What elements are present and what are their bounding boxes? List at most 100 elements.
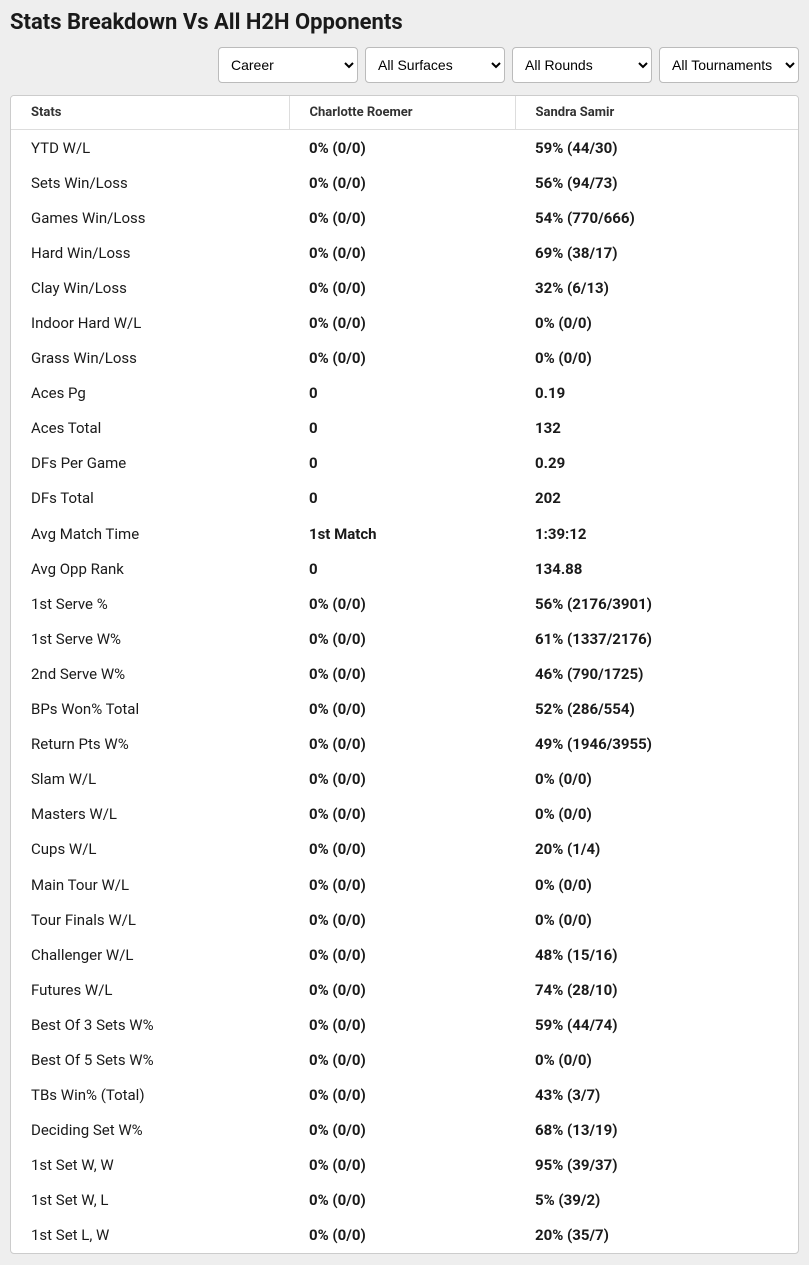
player2-value: 59% (44/30) [515, 130, 798, 166]
player2-value: 20% (1/4) [515, 832, 798, 867]
table-row: Masters W/L0% (0/0)0% (0/0) [11, 797, 798, 832]
stat-label: Aces Total [11, 411, 289, 446]
player2-value: 0.19 [515, 376, 798, 411]
player1-value: 0% (0/0) [289, 867, 515, 902]
table-row: Deciding Set W%0% (0/0)68% (13/19) [11, 1113, 798, 1148]
table-row: Return Pts W%0% (0/0)49% (1946/3955) [11, 727, 798, 762]
stat-label: Slam W/L [11, 762, 289, 797]
player2-value: 56% (94/73) [515, 165, 798, 200]
player2-value: 59% (44/74) [515, 1007, 798, 1042]
player1-value: 0% (0/0) [289, 305, 515, 340]
stat-label: Best Of 3 Sets W% [11, 1007, 289, 1042]
stats-card: Stats Charlotte Roemer Sandra Samir YTD … [10, 95, 799, 1254]
player2-value: 0% (0/0) [515, 305, 798, 340]
player1-value: 0 [289, 551, 515, 586]
table-row: 1st Serve W%0% (0/0)61% (1337/2176) [11, 621, 798, 656]
player1-value: 0% (0/0) [289, 1183, 515, 1218]
player1-value: 0% (0/0) [289, 341, 515, 376]
filter-rounds[interactable]: All Rounds [512, 47, 652, 83]
player2-value: 32% (6/13) [515, 270, 798, 305]
filters-row: Career All Surfaces All Rounds All Tourn… [10, 47, 799, 83]
stat-label: Games Win/Loss [11, 200, 289, 235]
stat-label: Deciding Set W% [11, 1113, 289, 1148]
player1-value: 0% (0/0) [289, 1007, 515, 1042]
player1-value: 0% (0/0) [289, 235, 515, 270]
player2-value: 49% (1946/3955) [515, 727, 798, 762]
table-row: 1st Set W, L0% (0/0)5% (39/2) [11, 1183, 798, 1218]
stat-label: 1st Set W, L [11, 1183, 289, 1218]
stat-label: 2nd Serve W% [11, 656, 289, 691]
player2-value: 20% (35/7) [515, 1218, 798, 1253]
page-title: Stats Breakdown Vs All H2H Opponents [10, 10, 799, 35]
player1-value: 0% (0/0) [289, 902, 515, 937]
player1-value: 0% (0/0) [289, 797, 515, 832]
player1-value: 0% (0/0) [289, 1218, 515, 1253]
table-row: 1st Serve %0% (0/0)56% (2176/3901) [11, 586, 798, 621]
table-row: Best Of 5 Sets W%0% (0/0)0% (0/0) [11, 1042, 798, 1077]
stat-label: 1st Set W, W [11, 1148, 289, 1183]
col-header-player1: Charlotte Roemer [289, 96, 515, 130]
player2-value: 54% (770/666) [515, 200, 798, 235]
table-row: Aces Pg00.19 [11, 376, 798, 411]
player2-value: 95% (39/37) [515, 1148, 798, 1183]
player2-value: 0% (0/0) [515, 867, 798, 902]
table-row: Grass Win/Loss0% (0/0)0% (0/0) [11, 341, 798, 376]
table-row: Tour Finals W/L0% (0/0)0% (0/0) [11, 902, 798, 937]
player1-value: 0% (0/0) [289, 1148, 515, 1183]
table-row: Sets Win/Loss0% (0/0)56% (94/73) [11, 165, 798, 200]
filter-surfaces[interactable]: All Surfaces [365, 47, 505, 83]
stats-table-body: YTD W/L0% (0/0)59% (44/30)Sets Win/Loss0… [11, 130, 798, 1254]
stat-label: Best Of 5 Sets W% [11, 1042, 289, 1077]
stat-label: 1st Set L, W [11, 1218, 289, 1253]
table-row: Clay Win/Loss0% (0/0)32% (6/13) [11, 270, 798, 305]
table-row: 1st Set L, W0% (0/0)20% (35/7) [11, 1218, 798, 1253]
stat-label: Main Tour W/L [11, 867, 289, 902]
player2-value: 74% (28/10) [515, 972, 798, 1007]
stat-label: Hard Win/Loss [11, 235, 289, 270]
player2-value: 202 [515, 481, 798, 516]
stat-label: DFs Total [11, 481, 289, 516]
player2-value: 69% (38/17) [515, 235, 798, 270]
table-row: Indoor Hard W/L0% (0/0)0% (0/0) [11, 305, 798, 340]
col-header-player2: Sandra Samir [515, 96, 798, 130]
table-row: Cups W/L0% (0/0)20% (1/4) [11, 832, 798, 867]
table-row: Futures W/L0% (0/0)74% (28/10) [11, 972, 798, 1007]
table-row: Best Of 3 Sets W%0% (0/0)59% (44/74) [11, 1007, 798, 1042]
player2-value: 0% (0/0) [515, 341, 798, 376]
player2-value: 134.88 [515, 551, 798, 586]
player1-value: 0% (0/0) [289, 727, 515, 762]
stat-label: Clay Win/Loss [11, 270, 289, 305]
stat-label: 1st Serve W% [11, 621, 289, 656]
stat-label: DFs Per Game [11, 446, 289, 481]
table-row: Avg Match Time1st Match1:39:12 [11, 516, 798, 551]
col-header-stats: Stats [11, 96, 289, 130]
player2-value: 52% (286/554) [515, 692, 798, 727]
stat-label: Cups W/L [11, 832, 289, 867]
player1-value: 0% (0/0) [289, 762, 515, 797]
player2-value: 61% (1337/2176) [515, 621, 798, 656]
player2-value: 1:39:12 [515, 516, 798, 551]
stat-label: 1st Serve % [11, 586, 289, 621]
player2-value: 0% (0/0) [515, 902, 798, 937]
filter-career[interactable]: Career [218, 47, 358, 83]
stat-label: Futures W/L [11, 972, 289, 1007]
filter-tournaments[interactable]: All Tournaments [659, 47, 799, 83]
player1-value: 0% (0/0) [289, 200, 515, 235]
table-row: Challenger W/L0% (0/0)48% (15/16) [11, 937, 798, 972]
stat-label: YTD W/L [11, 130, 289, 166]
table-row: Slam W/L0% (0/0)0% (0/0) [11, 762, 798, 797]
player2-value: 0% (0/0) [515, 762, 798, 797]
table-header-row: Stats Charlotte Roemer Sandra Samir [11, 96, 798, 130]
player1-value: 0% (0/0) [289, 1042, 515, 1077]
player1-value: 0% (0/0) [289, 586, 515, 621]
stat-label: Avg Match Time [11, 516, 289, 551]
player2-value: 132 [515, 411, 798, 446]
player1-value: 0% (0/0) [289, 972, 515, 1007]
player2-value: 56% (2176/3901) [515, 586, 798, 621]
table-row: BPs Won% Total0% (0/0)52% (286/554) [11, 692, 798, 727]
table-row: YTD W/L0% (0/0)59% (44/30) [11, 130, 798, 166]
player2-value: 5% (39/2) [515, 1183, 798, 1218]
stat-label: Tour Finals W/L [11, 902, 289, 937]
player2-value: 48% (15/16) [515, 937, 798, 972]
stat-label: TBs Win% (Total) [11, 1078, 289, 1113]
